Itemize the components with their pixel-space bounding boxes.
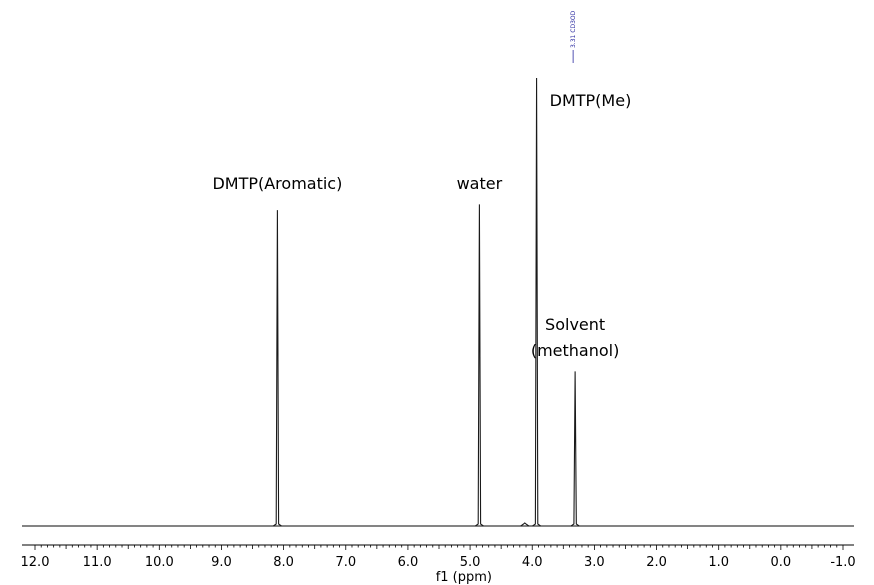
peak-annotation: water: [457, 174, 503, 193]
x-tick-label: 9.0: [211, 555, 232, 570]
peak-annotations: DMTP(Aromatic) water DMTP(Me) Solvent (metha…: [212, 91, 631, 360]
x-tick-label: 12.0: [21, 555, 50, 570]
x-tick-label: 10.0: [145, 555, 174, 570]
peak-annotation: DMTP(Me): [550, 91, 632, 110]
spectrum-peak: [273, 210, 282, 527]
x-tick-label: -1.0: [830, 555, 855, 570]
peak-annotation: Solvent: [545, 315, 605, 334]
x-tick-label: 4.0: [522, 555, 543, 570]
spectrum-peak: [532, 77, 541, 527]
spectrum-peak: [570, 371, 580, 527]
x-tick-label: 6.0: [398, 555, 419, 570]
x-tick-label: 8.0: [273, 555, 294, 570]
x-tick-label: 0.0: [771, 555, 792, 570]
x-tick-label: 11.0: [83, 555, 112, 570]
peaks: [273, 77, 580, 527]
x-axis-title: f1 (ppm): [436, 570, 492, 585]
reference-peak-marker: 3.31 CD3OD: [570, 10, 577, 63]
peak-annotation: (methanol): [531, 341, 620, 360]
peak-annotation: DMTP(Aromatic): [212, 174, 342, 193]
x-tick-label: 2.0: [646, 555, 667, 570]
x-tick-label: 5.0: [460, 555, 481, 570]
spectrum-peak: [475, 204, 484, 527]
reference-label: 3.31 CD3OD: [570, 10, 577, 48]
spectrum-peak: [520, 522, 530, 527]
x-tick-label: 3.0: [584, 555, 605, 570]
x-tick-label: 7.0: [335, 555, 356, 570]
x-axis-ticks: 12.0 11.0 10.0 9.0 8.0 7.0 6.0 5.0 4.0 3.0 2.0 1.0 0…: [21, 545, 856, 570]
x-tick-label: 1.0: [708, 555, 729, 570]
